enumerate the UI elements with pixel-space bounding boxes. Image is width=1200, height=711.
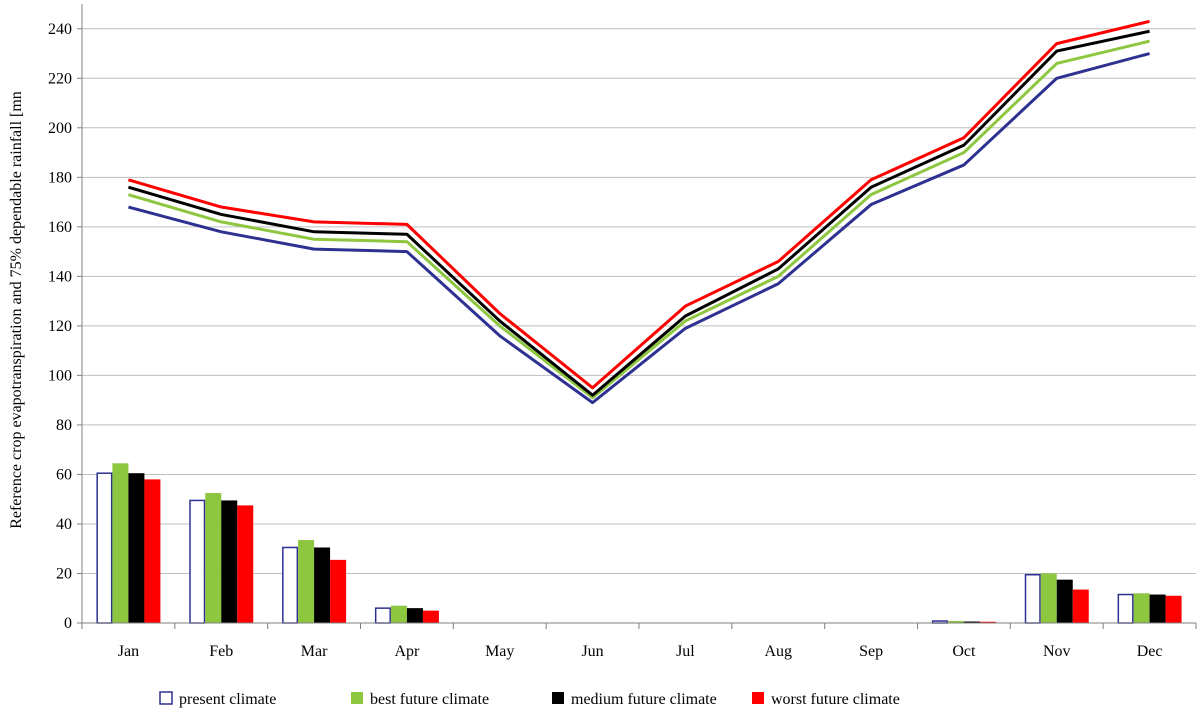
- bar-worst-future-climate: [422, 610, 439, 623]
- axes: [77, 4, 1197, 629]
- bar-present-climate: [1117, 593, 1134, 624]
- y-tick-label: 20: [56, 565, 72, 582]
- legend-label: present climate: [179, 691, 276, 708]
- y-tick-label: 200: [48, 120, 72, 137]
- line-medium-future-climate: [127, 29, 1150, 397]
- x-tick-labels: Jan Feb Mar Apr May Jun Jul Aug Sep Oct Nov Dec: [118, 643, 1163, 660]
- x-tick-label: May: [485, 643, 514, 660]
- gridlines: [82, 28, 1196, 574]
- line-worst-future-climate: [127, 19, 1150, 390]
- y-tick-label: 40: [56, 516, 72, 533]
- series-lines: [127, 19, 1150, 405]
- x-tick-label: Apr: [394, 643, 420, 660]
- y-tick-label: 140: [48, 268, 72, 285]
- legend-label: worst future climate: [771, 691, 900, 708]
- bar-present-climate: [374, 607, 391, 624]
- x-tick-label: Jun: [581, 643, 603, 660]
- x-tick-label: Jul: [676, 643, 695, 660]
- y-tick-label: 0: [64, 615, 72, 632]
- line-present-climate: [128, 52, 1150, 405]
- y-tick-label: 80: [56, 417, 72, 434]
- legend-swatch-worst-future-climate: [752, 692, 764, 704]
- y-tick-label: 120: [48, 318, 72, 335]
- bar-best-future-climate: [1133, 593, 1150, 623]
- legend-swatch-best-future-climate: [351, 692, 363, 704]
- bar-present-climate: [282, 546, 299, 624]
- y-tick-label: 180: [48, 169, 72, 186]
- bar-worst-future-climate: [330, 559, 347, 623]
- bar-worst-future-climate: [1072, 589, 1089, 623]
- y-tick-labels: 0 20 40 60 80 100 120 140 160 180 200 220 240: [48, 21, 72, 632]
- legend-label: best future climate: [370, 691, 489, 708]
- bar-present-climate: [96, 472, 113, 624]
- legend-swatch-present-climate: [159, 691, 173, 705]
- bar-medium-future-climate: [128, 473, 145, 623]
- bar-best-future-climate: [947, 621, 964, 623]
- bar-medium-future-climate: [221, 500, 238, 623]
- x-tick-label: Nov: [1043, 643, 1071, 660]
- x-tick-label: Feb: [209, 643, 233, 660]
- bar-medium-future-climate: [314, 547, 331, 623]
- y-tick-label: 240: [48, 21, 72, 38]
- bar-present-climate: [189, 499, 206, 624]
- bar-best-future-climate: [390, 605, 407, 623]
- y-tick-label: 160: [48, 219, 72, 236]
- legend: present climate best future climate medium…: [159, 691, 900, 708]
- bars: [96, 463, 1182, 624]
- x-tick-label: Mar: [301, 643, 328, 660]
- x-tick-label: Jan: [118, 643, 139, 660]
- bar-worst-future-climate: [144, 479, 161, 623]
- legend-label: medium future climate: [571, 691, 717, 708]
- bar-best-future-climate: [298, 540, 315, 623]
- bar-worst-future-climate: [237, 505, 254, 623]
- y-tick-label: 100: [48, 367, 72, 384]
- line-best-future-climate: [127, 39, 1150, 400]
- bar-medium-future-climate: [406, 608, 423, 623]
- y-tick-label: 60: [56, 466, 72, 483]
- x-tick-label: Oct: [952, 643, 976, 660]
- bar-worst-future-climate: [1165, 595, 1182, 623]
- bar-best-future-climate: [1040, 573, 1057, 623]
- x-tick-label: Aug: [764, 643, 792, 660]
- x-tick-label: Dec: [1137, 643, 1163, 660]
- bar-worst-future-climate: [979, 621, 996, 623]
- y-axis-label: Reference crop evapotranspiration and 75…: [8, 91, 25, 529]
- legend-swatch-medium-future-climate: [552, 692, 564, 704]
- y-tick-label: 220: [48, 70, 72, 87]
- x-tick-label: Sep: [859, 643, 883, 660]
- bar-medium-future-climate: [1056, 579, 1073, 623]
- bar-present-climate: [1024, 573, 1041, 624]
- bar-medium-future-climate: [963, 621, 980, 623]
- bar-best-future-climate: [112, 463, 129, 623]
- bar-best-future-climate: [205, 493, 222, 623]
- bar-medium-future-climate: [1149, 594, 1166, 623]
